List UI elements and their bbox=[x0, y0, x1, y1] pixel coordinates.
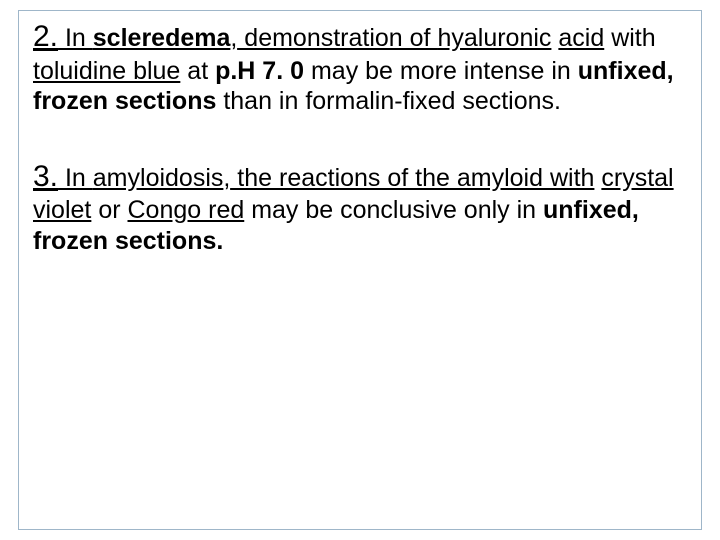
item-number-2: 2. bbox=[33, 20, 58, 53]
paragraph-2: 2. In scleredema, demonstration of hyalu… bbox=[33, 19, 683, 117]
slide-container: 2. In scleredema, demonstration of hyalu… bbox=[0, 0, 720, 540]
text-seg: demonstration of bbox=[237, 24, 437, 52]
text-seg: or bbox=[91, 196, 127, 224]
term-acid: acid bbox=[558, 24, 604, 52]
term-amyloidosis: amyloidosis bbox=[93, 164, 224, 192]
content-box: 2. In scleredema, demonstration of hyalu… bbox=[18, 10, 702, 530]
term-toluidine-blue: toluidine blue bbox=[33, 57, 180, 85]
text-seg: than in formalin-fixed sections. bbox=[216, 87, 561, 115]
term-congo-red: Congo red bbox=[128, 196, 245, 224]
text-seg: at bbox=[180, 57, 215, 85]
text-seg: may be conclusive only in bbox=[244, 196, 543, 224]
item-number-3: 3. bbox=[33, 160, 58, 193]
text-seg: may be more intense in bbox=[304, 57, 578, 85]
text-seg: In bbox=[58, 24, 93, 52]
text-seg: the reactions of the amyloid with bbox=[230, 164, 594, 192]
text-seg: In bbox=[58, 164, 93, 192]
term-scleredema: scleredema bbox=[93, 24, 231, 52]
term-ph: p.H 7. 0 bbox=[215, 57, 304, 85]
paragraph-3: 3. In amyloidosis, the reactions of the … bbox=[33, 159, 683, 257]
text-seg: with bbox=[604, 24, 655, 52]
term-hyaluronic: hyaluronic bbox=[437, 24, 551, 52]
